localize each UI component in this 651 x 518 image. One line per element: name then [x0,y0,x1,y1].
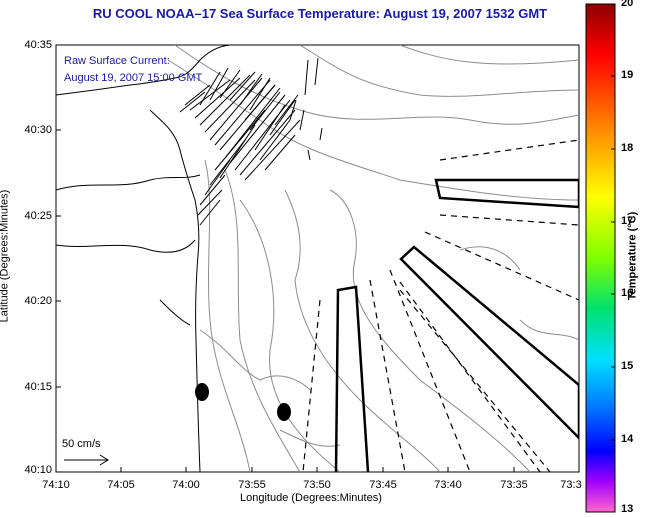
y-axis-title: Latitude (Degrees:Minutes) [0,189,11,323]
legend-line-1: Raw Surface Current: [64,55,170,67]
x-tick-label: 73:40 [434,479,462,491]
station-marker [195,383,209,401]
scale-arrow [64,454,109,466]
colorbar-ticks [611,75,615,441]
colorbar-tick-label: 20 [621,0,634,9]
x-tick-label: 73:55 [238,479,266,491]
colorbar-tick-label: 17 [621,215,634,227]
x-tick-label: 73:35 [500,479,528,491]
legend-line-2: August 19, 2007 15:00 GMT [64,72,203,84]
colorbar-tick-label: 15 [621,360,634,372]
station-marker [277,403,291,421]
x-tick-label: 73:50 [303,479,331,491]
x-tick-label: 73:3 [560,479,582,491]
colorbar-tick-label: 19 [621,69,634,81]
map-title: RU COOL NOAA–17 Sea Surface Temperature:… [92,6,548,21]
x-tick-label: 74:10 [42,479,70,491]
colorbar-tick-label: 14 [621,433,634,445]
x-tick-label: 74:00 [172,479,200,491]
x-axis-title: Longitude (Degrees:Minutes) [240,492,382,504]
x-tick-label: 74:05 [107,479,135,491]
axis-ticks [56,44,515,472]
coverage-polygons [334,178,579,472]
x-tick-label: 73:45 [369,479,397,491]
colorbar-title: Temperature (°C) [626,211,639,301]
plot-frame [55,44,580,473]
scale-label: 50 cm/s [62,438,101,450]
radar-beams [302,139,579,472]
current-vectors [179,57,323,226]
colorbar-tick-label: 16 [621,287,634,299]
colorbar [585,3,616,513]
colorbar-tick-label: 13 [621,503,634,515]
coastline [56,45,231,472]
colorbar-tick-label: 18 [621,142,634,154]
